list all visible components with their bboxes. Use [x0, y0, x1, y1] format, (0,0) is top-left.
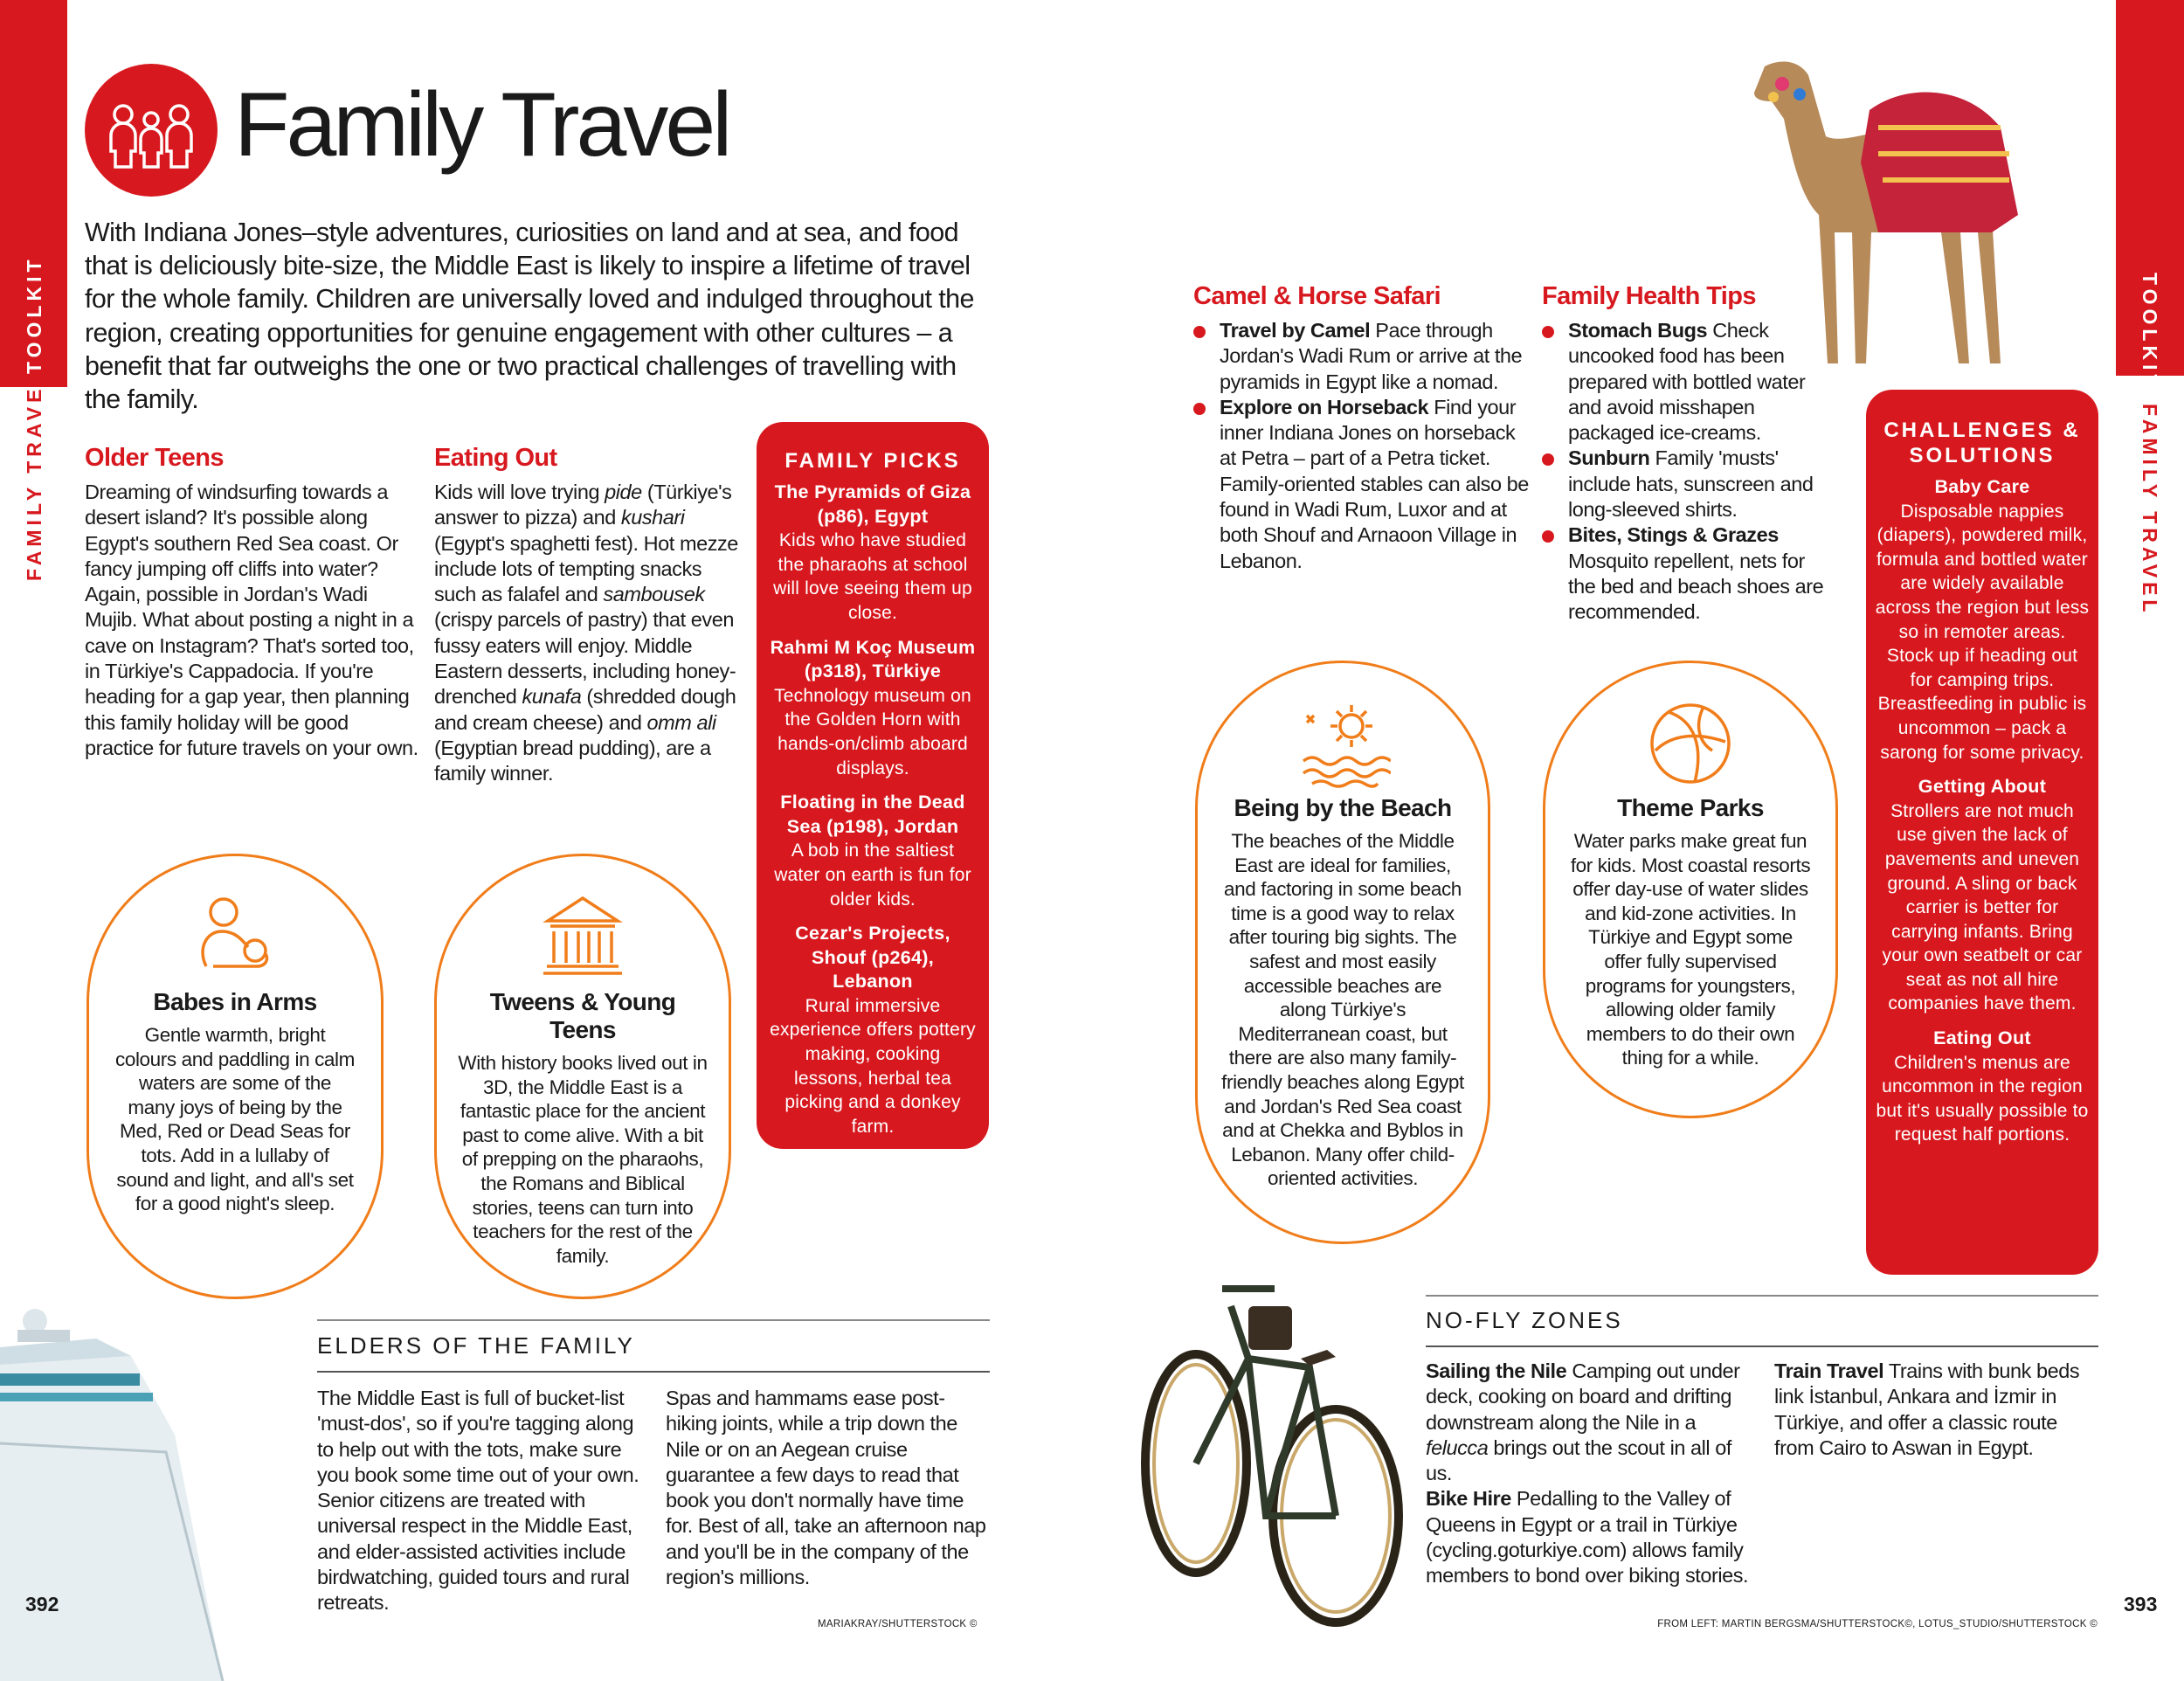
tweens-text: With history books lived out in 3D, the … [458, 1052, 708, 1267]
theme-parks-heading: Theme Parks [1617, 794, 1764, 821]
bicycle-photo [1141, 1285, 1403, 1627]
challenge-text: Strollers are not much use given the lac… [1882, 800, 2083, 1014]
pick-title: Floating in the Dead Sea (p198), Jordan [780, 792, 965, 837]
eating-out-text: Kids will love trying pide (Türkiye's an… [434, 481, 738, 785]
baby-icon [201, 897, 269, 968]
divider [317, 1319, 990, 1321]
babes-in-arms-text: Gentle warmth, bright colours and paddli… [115, 1024, 355, 1215]
challenges-heading: CHALLENGES & SOLUTIONS [1883, 419, 2081, 467]
beach-card: Being by the Beach The beaches of the Mi… [1195, 661, 1490, 1244]
divider [1426, 1295, 2098, 1297]
page-title: Family Travel [234, 74, 732, 176]
elders-text-col1: The Middle East is full of bucket-list '… [317, 1387, 639, 1615]
page-number-right: 393 [2124, 1593, 2158, 1615]
right-chapter-label: FAMILY TRAVEL [2139, 404, 2161, 617]
pick-title: The Pyramids of Giza (p86), Egypt [774, 481, 971, 527]
tweens-card: Tweens & Young Teens With history books … [434, 854, 731, 1299]
theme-parks-text: Water parks make great fun for kids. Mos… [1570, 830, 1811, 1069]
elders-heading: ELDERS OF THE FAMILY [317, 1332, 635, 1359]
sun-waves-icon [1302, 705, 1393, 788]
pick-text: A bob in the saltiest water on earth is … [774, 840, 971, 910]
right-section-label: TOOLKIT [2139, 273, 2161, 391]
right-section-tab [2116, 0, 2184, 376]
family-picks-box: FAMILY PICKS The Pyramids of Giza (p86),… [757, 422, 989, 1149]
left-section-label: TOOLKIT [23, 255, 45, 374]
pick-text: Rural immersive experience offers potter… [770, 995, 976, 1137]
eating-out-section: Eating Out Kids will love trying pide (T… [434, 444, 742, 787]
beach-ball-icon [1650, 703, 1731, 784]
list-item: Travel by Camel Pace through Jordan's Wa… [1193, 318, 1534, 395]
page-number-left: 392 [25, 1593, 59, 1615]
camel-photo [1754, 61, 2018, 364]
train-travel-item: Train Travel Trains with bunk beds link … [1774, 1359, 2080, 1459]
theme-parks-card: Theme Parks Water parks make great fun f… [1543, 661, 1838, 1118]
photo-credit-left: MARIAKRAY/SHUTTERSTOCK © [818, 1619, 978, 1629]
beach-heading: Being by the Beach [1234, 794, 1452, 821]
bike-hire-item: Bike Hire Pedalling to the Valley of Que… [1426, 1487, 1749, 1588]
challenge-text: Disposable nappies (diapers), powdered m… [1875, 501, 2090, 763]
health-tips-heading: Family Health Tips [1542, 282, 1757, 310]
eating-out-heading: Eating Out [434, 444, 557, 472]
pick-title: Cezar's Projects, Shouf (p264), Lebanon [795, 923, 950, 993]
family-picks-heading: FAMILY PICKS [784, 449, 961, 473]
pick-text: Kids who have studied the pharaohs at sc… [773, 530, 972, 623]
cruise-ship-photo [0, 1309, 225, 1681]
left-chapter-label: FAMILY TRAVEL [23, 368, 45, 582]
challenge-title: Getting About [1918, 776, 2047, 798]
temple-icon [543, 896, 623, 975]
challenge-title: Eating Out [1933, 1027, 2031, 1049]
family-icon [85, 64, 218, 197]
divider [1426, 1345, 2098, 1347]
list-item: Bites, Stings & Grazes Mosquito repellen… [1542, 522, 1830, 625]
left-section-tab [0, 0, 67, 387]
camel-safari-heading: Camel & Horse Safari [1193, 282, 1441, 310]
sailing-the-nile-item: Sailing the Nile Camping out under deck,… [1426, 1359, 1740, 1485]
elders-text-col2: Spas and hammams ease post-hiking joints… [666, 1387, 986, 1589]
camel-safari-section: Camel & Horse Safari Travel by Camel Pac… [1193, 282, 1534, 574]
photo-credit-right: FROM LEFT: MARTIN BERGSMA/SHUTTERSTOCK©,… [1657, 1619, 2098, 1629]
babes-in-arms-heading: Babes in Arms [153, 988, 317, 1015]
no-fly-col1: Sailing the Nile Camping out under deck,… [1426, 1359, 1758, 1589]
health-tips-section: Family Health Tips Stomach Bugs Check un… [1542, 282, 1830, 626]
beach-text: The beaches of the Middle East are ideal… [1221, 830, 1464, 1190]
older-teens-heading: Older Teens [85, 444, 224, 472]
pick-text: Technology museum on the Golden Horn wit… [774, 685, 971, 778]
list-item: Explore on Horseback Find your inner Ind… [1193, 395, 1534, 574]
challenge-title: Baby Care [1934, 476, 2030, 497]
babes-in-arms-card: Babes in Arms Gentle warmth, bright colo… [86, 854, 384, 1299]
pick-title: Rahmi M Koç Museum (p318), Türkiye [770, 636, 976, 682]
list-item: Stomach Bugs Check uncooked food has bee… [1542, 318, 1830, 446]
no-fly-heading: NO-FLY ZONES [1426, 1307, 1623, 1333]
list-item: Sunburn Family 'musts' include hats, sun… [1542, 446, 1830, 522]
intro-paragraph: With Indiana Jones–style adventures, cur… [85, 218, 974, 415]
divider [317, 1371, 990, 1373]
older-teens-text: Dreaming of windsurfing towards a desert… [85, 481, 418, 759]
older-teens-section: Older Teens Dreaming of windsurfing towa… [85, 444, 418, 761]
challenge-text: Children's menus are uncommon in the reg… [1876, 1052, 2089, 1145]
challenges-box: CHALLENGES & SOLUTIONS Baby Care Disposa… [1866, 390, 2098, 1275]
tweens-heading: Tweens & Young Teens [489, 988, 676, 1043]
